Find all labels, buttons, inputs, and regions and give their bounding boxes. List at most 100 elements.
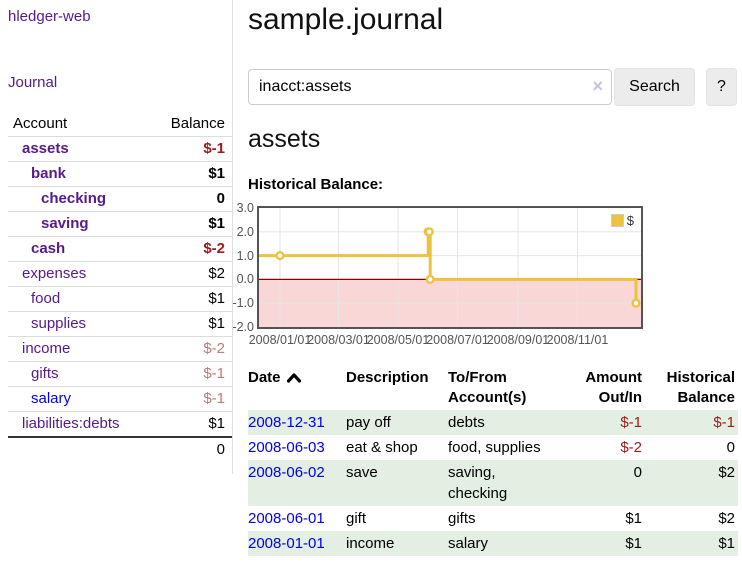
cell-description: save (346, 464, 378, 481)
y-axis-tick-label: 0.0 (236, 272, 254, 287)
chart-heading: Historical Balance: (248, 176, 384, 193)
account-row: gifts $-1 (8, 361, 232, 387)
search-input-wrap: × (248, 69, 612, 105)
register-table: Date Description To/From Account(s) Amou… (248, 367, 738, 556)
accounts-total-value: 0 (216, 441, 225, 458)
transaction-row: 2008-12-31 pay off debts $-1 $-1 (248, 410, 738, 435)
search-input[interactable] (248, 69, 612, 105)
transaction-row: 2008-06-02 save saving, checking 0 $2 (248, 460, 738, 506)
cell-date: 2008-06-01 (248, 506, 346, 531)
cell-accounts: salary (448, 535, 489, 552)
cell-description: gift (346, 510, 367, 527)
account-balance: $1 (208, 415, 225, 432)
cell-description: pay off (346, 414, 391, 431)
account-balance: $-1 (203, 365, 225, 382)
accounts-total-row: 0 (8, 437, 232, 462)
cell-balance: $2 (718, 510, 735, 527)
cell-balance: 0 (726, 439, 735, 456)
account-row: assets $-1 (8, 136, 232, 162)
account-link[interactable]: cash (31, 240, 66, 257)
x-axis-tick-label: 2008/09/01 (486, 333, 550, 347)
accounts-header-row: Account Balance (8, 112, 232, 137)
cell-balance: $-1 (713, 414, 735, 431)
cell-date: 2008-12-31 (248, 410, 346, 435)
legend-label: $ (626, 213, 634, 228)
transaction-row: 2008-06-03 eat & shop food, supplies $-2 0 (248, 435, 738, 460)
account-row: expenses $2 (8, 261, 232, 287)
sidebar-item-journal[interactable]: Journal (8, 74, 58, 91)
account-link[interactable]: supplies (31, 315, 87, 332)
register-header-date[interactable]: Date (248, 367, 346, 410)
transaction-date-link[interactable]: 2008-06-02 (248, 464, 325, 481)
account-link[interactable]: expenses (22, 265, 87, 282)
search-button[interactable]: Search (614, 68, 695, 106)
cell-amount: $1 (625, 535, 642, 552)
search-bar: × Search ? (248, 68, 740, 106)
x-axis-tick-label: 2008/11/01 (546, 333, 609, 347)
account-link[interactable]: salary (31, 390, 72, 407)
account-link[interactable]: bank (31, 165, 67, 182)
transaction-row: 2008-06-01 gift gifts $1 $2 (248, 506, 738, 531)
account-link[interactable]: checking (41, 190, 107, 207)
cell-date: 2008-06-03 (248, 435, 346, 460)
cell-description: income (346, 535, 395, 552)
register-header-row: Date Description To/From Account(s) Amou… (248, 367, 738, 410)
accounts-table: Account Balance assets $-1 bank $1 checking 0… (8, 112, 232, 462)
page-title: sample.journal (248, 3, 444, 36)
y-axis-tick-label: -1.0 (232, 296, 254, 311)
account-link[interactable]: food (31, 290, 61, 307)
account-row: bank $1 (8, 161, 232, 187)
account-link[interactable]: assets (22, 140, 69, 157)
account-balance: 0 (216, 190, 225, 207)
register-header-accounts: To/From Account(s) (448, 369, 527, 406)
cell-accounts: saving, checking (448, 464, 508, 502)
account-balance: $1 (208, 290, 225, 307)
cell-accounts: gifts (448, 510, 476, 527)
accounts-header-balance: Balance (148, 112, 232, 137)
transaction-row: 2008-01-01 income salary $1 $1 (248, 531, 738, 556)
register-header-amount: Amount Out/In (585, 369, 642, 406)
account-balance: $1 (208, 315, 225, 332)
y-axis-tick-label: 3.0 (236, 201, 254, 215)
account-row: income $-2 (8, 336, 232, 362)
accounts-header-account: Account (8, 112, 149, 137)
x-axis-tick-label: 2008/05/01 (366, 333, 430, 347)
account-row: cash $-2 (8, 236, 232, 262)
cell-accounts: food, supplies (448, 439, 541, 456)
account-row: liabilities:debts $1 (8, 411, 232, 438)
cell-date: 2008-06-02 (248, 460, 346, 506)
help-button[interactable]: ? (706, 68, 737, 106)
cell-amount: $-1 (620, 414, 642, 431)
account-balance: $1 (208, 215, 225, 232)
transaction-date-link[interactable]: 2008-01-01 (248, 535, 325, 552)
register-header-description: Description (346, 369, 429, 386)
balance-chart: $ 3.0 2.0 1.0 0.0 -1.0 -2.0 2008/01/01 2008/03/… (232, 201, 740, 348)
cell-amount: 0 (633, 464, 642, 481)
sort-ascending-icon (286, 369, 301, 389)
account-link[interactable]: liabilities:debts (22, 415, 120, 432)
account-balance: $-1 (203, 390, 225, 407)
transaction-date-link[interactable]: 2008-06-01 (248, 510, 325, 527)
cell-description: eat & shop (346, 439, 418, 456)
register-tbody: 2008-12-31 pay off debts $-1 $-1 2008-06-03 ea… (248, 410, 738, 556)
sidebar: hledger-web Journal Account Balance asse… (0, 0, 233, 474)
account-link[interactable]: saving (41, 215, 89, 232)
account-row: checking 0 (8, 186, 232, 212)
cell-balance: $1 (718, 535, 735, 552)
y-axis-tick-label: 1.0 (236, 248, 254, 263)
clear-search-icon[interactable]: × (592, 76, 603, 96)
cell-amount: $-2 (620, 439, 642, 456)
transaction-date-link[interactable]: 2008-12-31 (248, 414, 325, 431)
account-balance: $-2 (203, 240, 225, 257)
account-row: food $1 (8, 286, 232, 312)
account-link[interactable]: income (22, 340, 71, 357)
x-axis-tick-label: 2008/07/01 (426, 333, 489, 347)
account-balance: $-2 (203, 340, 225, 357)
x-axis-tick-label: 2008/03/01 (307, 333, 370, 347)
transaction-date-link[interactable]: 2008-06-03 (248, 439, 325, 456)
brand-link[interactable]: hledger-web (8, 8, 91, 25)
accounts-tbody: assets $-1 bank $1 checking 0 saving $1 cash $-2 e… (8, 136, 232, 438)
account-link[interactable]: gifts (31, 365, 59, 382)
legend-swatch-icon (610, 214, 624, 227)
y-axis-tick-label: 2.0 (236, 224, 254, 239)
